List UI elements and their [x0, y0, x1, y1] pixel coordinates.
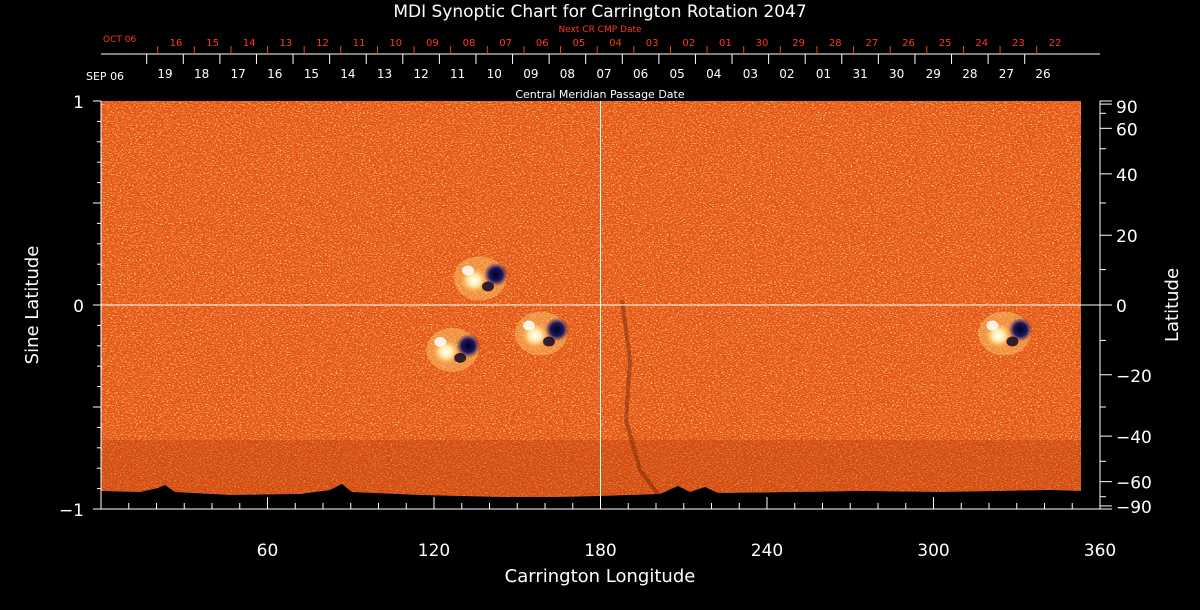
- next-cr-date: 26: [902, 38, 915, 49]
- top-axis-date: 17: [231, 67, 246, 81]
- active-regions: [426, 256, 1033, 372]
- active-region: [426, 327, 481, 372]
- next-cr-date: 01: [719, 38, 732, 49]
- plot-area: [101, 101, 1100, 509]
- top-axis-date: 11: [450, 67, 465, 81]
- top-axis-date: 30: [889, 67, 904, 81]
- x-tick-label: 240: [751, 541, 783, 561]
- next-cr-date: 30: [756, 38, 769, 49]
- y-tick-label-right: −60: [1116, 474, 1152, 494]
- next-cr-date: 22: [1049, 38, 1062, 49]
- next-cr-date: 12: [316, 38, 329, 49]
- top-axis-date: 03: [743, 67, 758, 81]
- top-axis-date: 26: [1035, 67, 1050, 81]
- active-region: [515, 311, 569, 356]
- y-tick-label-right: 90: [1116, 98, 1138, 118]
- active-region: [453, 256, 508, 301]
- next-cr-date: 23: [1012, 38, 1025, 49]
- next-cr-date: 28: [829, 38, 842, 49]
- y-tick-label-left: 1: [73, 93, 84, 113]
- top-axis-date: 16: [267, 67, 282, 81]
- next-cr-month-label: OCT 06: [103, 35, 136, 45]
- y-tick-label-right: 20: [1116, 227, 1138, 247]
- x-tick-label: 360: [1084, 541, 1116, 561]
- y-tick-label-right: 60: [1116, 120, 1138, 140]
- top-axis-date: 02: [779, 67, 794, 81]
- top-date-axes: Next CR CMP Date OCT 06 SEP 06 Central M…: [86, 25, 1100, 101]
- next-cr-date: 07: [499, 38, 512, 49]
- next-cr-label: Next CR CMP Date: [558, 25, 642, 35]
- x-tick-label: 180: [584, 541, 616, 561]
- next-cr-date: 10: [389, 38, 402, 49]
- y-tick-label-left: −1: [59, 501, 84, 521]
- top-axis-date: 13: [377, 67, 392, 81]
- top-axis-date: 27: [999, 67, 1014, 81]
- top-axis-date: 05: [670, 67, 685, 81]
- next-cr-date: 02: [682, 38, 695, 49]
- top-axis-date: 31: [852, 67, 867, 81]
- next-cr-date: 25: [939, 38, 952, 49]
- field-texture-dark: [101, 101, 1081, 497]
- next-cr-date: 16: [170, 38, 183, 49]
- next-cr-date: 24: [975, 38, 988, 49]
- x-tick-label: 120: [418, 541, 450, 561]
- y-tick-label-right: −40: [1116, 428, 1152, 448]
- y-tick-label-right: −20: [1116, 367, 1152, 387]
- top-axis-date: 14: [340, 67, 355, 81]
- y-tick-label-left: 0: [73, 297, 84, 317]
- top-axis-date: 09: [523, 67, 538, 81]
- top-axis-date: 07: [596, 67, 611, 81]
- next-cr-date: 09: [426, 38, 439, 49]
- top-axis-date: 08: [560, 67, 575, 81]
- top-axis-date: 29: [926, 67, 941, 81]
- top-axis-date: 19: [157, 67, 172, 81]
- next-cr-date: 14: [243, 38, 256, 49]
- next-cr-date: 03: [646, 38, 659, 49]
- top-axis-label: Central Meridian Passage Date: [515, 88, 684, 101]
- x-tick-label: 300: [917, 541, 949, 561]
- top-axis-date: 15: [304, 67, 319, 81]
- data-gap-bottom: [101, 484, 1081, 497]
- y-tick-label-right: 0: [1116, 297, 1127, 317]
- y-axis-label-right: Latitude: [1162, 268, 1183, 342]
- y-tick-label-right: −90: [1116, 498, 1152, 518]
- next-cr-date: 08: [463, 38, 476, 49]
- top-axis-month-label: SEP 06: [86, 70, 124, 83]
- top-axis-date: 10: [487, 67, 502, 81]
- top-axis-date: 06: [633, 67, 648, 81]
- top-axis-date: 04: [706, 67, 721, 81]
- next-cr-date: 06: [536, 38, 549, 49]
- next-cr-date: 27: [866, 38, 879, 49]
- next-cr-date: 29: [792, 38, 805, 49]
- chart-title: MDI Synoptic Chart for Carrington Rotati…: [393, 2, 806, 22]
- tick-marks: [93, 46, 1112, 510]
- active-region: [978, 311, 1033, 356]
- x-axis-label: Carrington Longitude: [505, 566, 696, 587]
- next-cr-date: 05: [573, 38, 586, 49]
- x-tick-label: 60: [257, 541, 279, 561]
- top-axis-date: 28: [962, 67, 977, 81]
- next-cr-date: 15: [206, 38, 219, 49]
- top-axis-date: 18: [194, 67, 209, 81]
- y-tick-label-right: 40: [1116, 166, 1138, 186]
- next-cr-date: 11: [353, 38, 366, 49]
- y-axis-label-left: Sine Latitude: [22, 246, 43, 365]
- next-cr-date: 04: [609, 38, 622, 49]
- top-axis-date: 12: [413, 67, 428, 81]
- next-cr-date: 13: [280, 38, 293, 49]
- top-axis-date: 01: [816, 67, 831, 81]
